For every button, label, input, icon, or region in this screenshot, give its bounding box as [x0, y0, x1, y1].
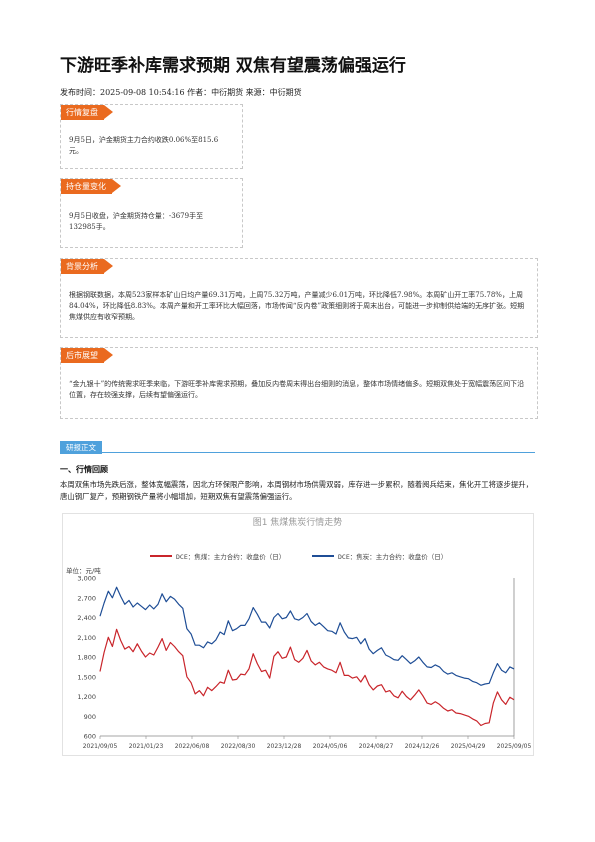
price-chart: DCE：焦煤：主力合约：收盘价（日） DCE：焦炭：主力合约：收盘价（日） 单位：元…	[66, 552, 532, 750]
position-change-text: 9月5日收盘，沪金期货持仓量：-3679手至132985手。	[69, 212, 204, 231]
x-tick-label: 2025/09/05	[497, 743, 532, 750]
x-tick-label: 2024/05/06	[313, 743, 348, 750]
report-body-tag: 研报正文	[60, 441, 102, 454]
report-body-divider	[60, 452, 535, 453]
x-tick-label: 2022/08/30	[221, 743, 256, 750]
chart-frame	[62, 513, 534, 756]
position-change-label: 持仓量变化	[61, 179, 121, 194]
market-review-text: 9月5日，沪金期货主力合约收跌0.06%至815.6元。	[69, 136, 219, 155]
y-tick-label: 900	[84, 713, 96, 721]
y-tick-label: 1,200	[77, 693, 96, 701]
publish-meta: 发布时间：2025-09-08 10:54:16 作者：中衍期货 来源：中衍期货	[60, 88, 302, 97]
outlook-box: 后市展望 “金九银十”的传统需求旺季来临，下游旺季补库需求预期，叠加反内卷周末得…	[60, 347, 538, 419]
page-title: 下游旺季补库需求预期 双焦有望震荡偏强运行	[60, 56, 406, 76]
x-tick-label: 2021/09/05	[83, 743, 118, 750]
x-tick-label: 2021/01/23	[129, 743, 164, 750]
series-line-coking_coal	[99, 628, 515, 727]
y-tick-label: 2,700	[77, 594, 96, 602]
series-line-coke	[99, 586, 515, 686]
y-tick-label: 600	[84, 733, 96, 741]
market-review-label: 行情复盘	[61, 105, 113, 120]
section-heading: 一、行情回顾	[60, 465, 108, 474]
y-tick-label: 1,800	[77, 654, 96, 662]
legend-label-coke: DCE：焦炭：主力合约：收盘价（日）	[338, 552, 447, 561]
y-axis-unit: 单位：元/吨	[66, 566, 101, 575]
x-tick-label: 2025/04/29	[451, 743, 486, 750]
y-tick-label: 2,400	[77, 614, 96, 622]
outlook-text: “金九银十”的传统需求旺季来临，下游旺季补库需求预期，叠加反内卷周末得出台细则的…	[69, 380, 525, 399]
position-change-box: 持仓量变化 9月5日收盘，沪金期货持仓量：-3679手至132985手。	[60, 178, 243, 248]
x-tick-label: 2022/06/08	[175, 743, 210, 750]
background-analysis-label: 背景分析	[61, 259, 113, 274]
background-analysis-text: 根据钢联数据，本周523家样本矿山日均产量69.31万吨，上周75.32万吨，产…	[69, 291, 525, 321]
x-tick-label: 2024/12/26	[405, 743, 440, 750]
outlook-label: 后市展望	[61, 348, 113, 363]
y-tick-label: 3,000	[77, 575, 96, 583]
section-paragraph: 本周双焦市场先跌后涨，整体宽幅震荡，因北方环保限产影响，本周钢材市场供需双弱，库…	[60, 480, 534, 501]
market-review-box: 行情复盘 9月5日，沪金期货主力合约收跌0.06%至815.6元。	[60, 104, 243, 169]
x-tick-label: 2024/08/27	[359, 743, 394, 750]
legend-label-coking_coal: DCE：焦煤：主力合约：收盘价（日）	[176, 552, 285, 561]
background-analysis-box: 背景分析 根据钢联数据，本周523家样本矿山日均产量69.31万吨，上周75.3…	[60, 258, 538, 338]
y-tick-label: 2,100	[77, 634, 96, 642]
chart-title: 图1 焦煤焦炭行情走势	[252, 518, 343, 528]
x-tick-label: 2023/12/28	[267, 743, 302, 750]
y-tick-label: 1,500	[77, 673, 96, 681]
